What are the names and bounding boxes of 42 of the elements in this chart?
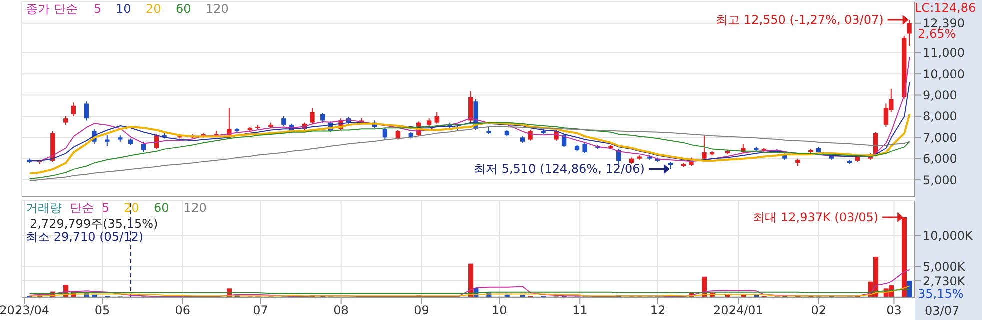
legend-title: 종가 단순 [26, 2, 78, 16]
text: 60 [176, 2, 192, 16]
x-tick-label: 09 [414, 304, 430, 318]
text: 20 [146, 2, 162, 16]
x-tick-label: 2023/04 [0, 304, 50, 318]
text: 5 [102, 201, 110, 215]
x-tick-label: 02 [811, 304, 827, 318]
legend-title: 단순 [70, 201, 94, 215]
y-tick-label: 10,000K [923, 229, 974, 244]
y-tick-label: 9,000 [923, 88, 958, 103]
y-tick-label: 11,000 [923, 46, 965, 60]
text: 20 [124, 201, 140, 215]
y-tick-label: 10,000 [923, 67, 965, 82]
annotation: 최저 5,510 (124,86%, 12/06) [474, 162, 645, 176]
chart-title: 거래량 [26, 201, 62, 215]
x-tick-label: 10 [492, 304, 508, 318]
y-tick-label: 2,730K [923, 274, 966, 288]
x-tick-label: 05 [94, 304, 110, 318]
annotation: 최소 29,710 (05/12) [26, 230, 144, 244]
text: 60 [154, 201, 170, 215]
x-tick-label: 08 [334, 304, 349, 318]
x-tick-label: 2024/01 [714, 304, 764, 318]
annotation: 최고 12,550 (-1,27%, 03/07) [716, 13, 884, 28]
y-tick-label: 6,000 [923, 152, 958, 166]
x-tick-label: 06 [175, 304, 191, 318]
y-tick-label: 5,000 [923, 173, 958, 188]
annotation: LC:124,86 [915, 1, 976, 15]
text: 5 [94, 2, 102, 16]
x-tick-label: 03 [886, 304, 902, 318]
text: 35,15% [918, 287, 964, 301]
text: 120 [206, 2, 229, 16]
x-tick-label: 11 [572, 304, 588, 318]
text: 03/07 [925, 304, 960, 318]
annotation: 2,729,799주(35,15%) [30, 217, 158, 231]
x-tick-label: 12 [650, 304, 666, 318]
annotation: 최대 12,937K (03/05) [753, 210, 879, 225]
y-tick-label: 7,000 [923, 130, 958, 145]
text: 10 [116, 2, 132, 16]
x-tick-label: 07 [253, 304, 268, 318]
text: 120 [184, 201, 207, 215]
y-tick-label: 8,000 [923, 110, 958, 124]
y-tick-label: 5,000K [923, 260, 966, 274]
